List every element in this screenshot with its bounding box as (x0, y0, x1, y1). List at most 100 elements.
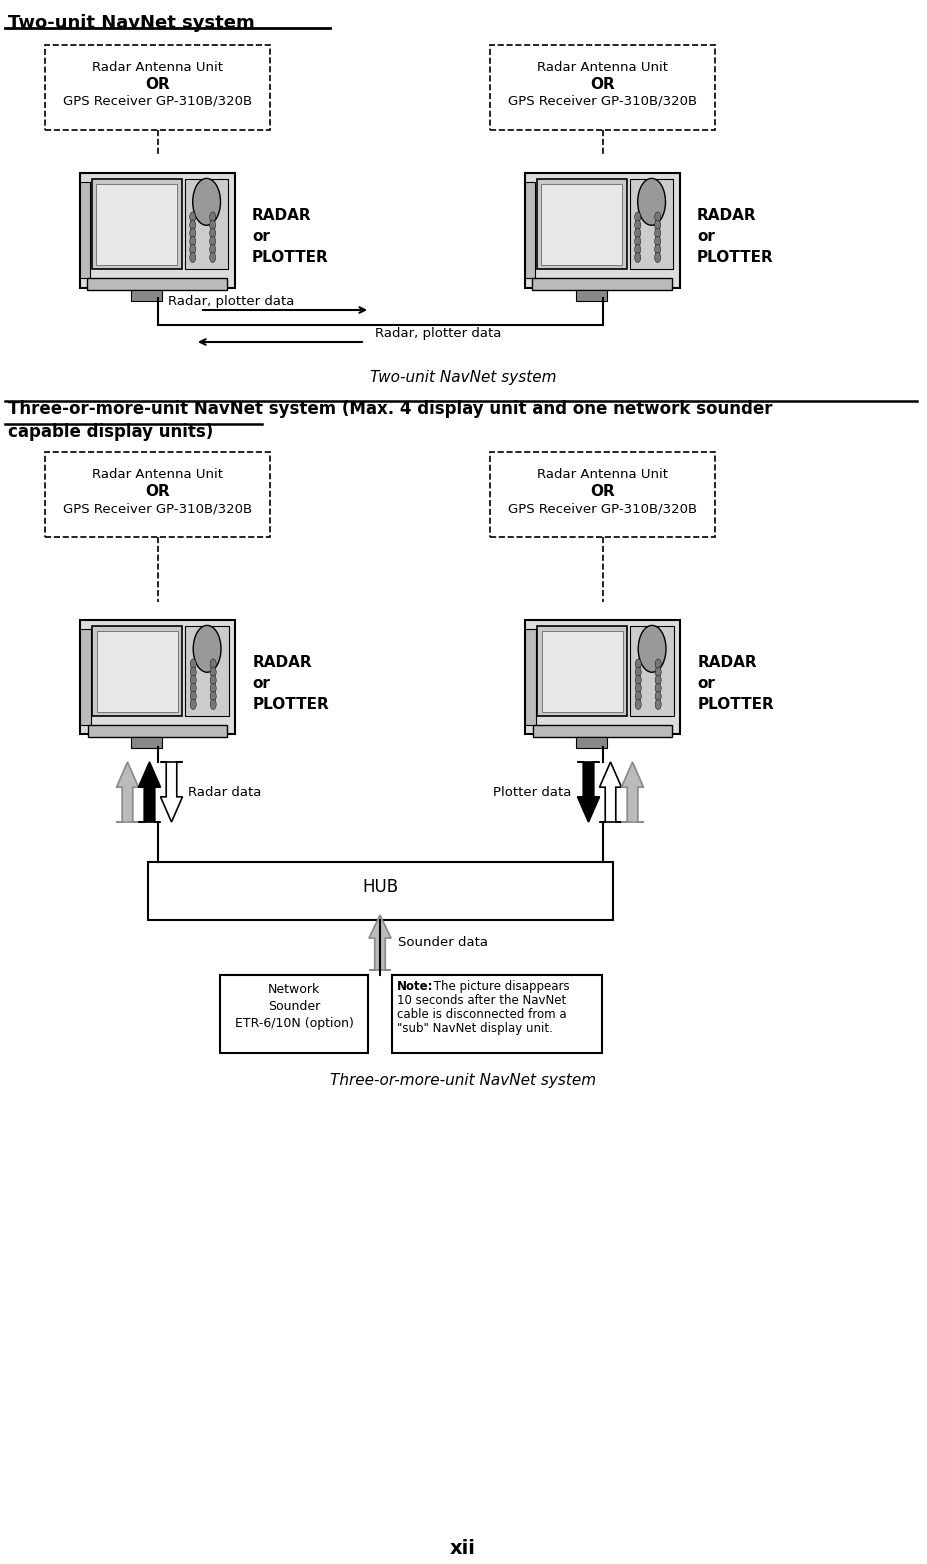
Bar (537, 180, 627, 269)
Bar (97, 630, 178, 712)
Circle shape (655, 666, 661, 677)
Bar (184, 180, 228, 269)
Text: RADAR
or
PLOTTER: RADAR or PLOTTER (697, 208, 774, 264)
Bar (532, 278, 672, 289)
Text: xii: xii (451, 1539, 476, 1558)
Bar (525, 619, 680, 735)
Bar (577, 737, 607, 748)
Circle shape (190, 213, 196, 222)
Circle shape (635, 699, 641, 710)
Circle shape (190, 221, 196, 230)
Bar (80, 619, 235, 735)
Bar (45, 452, 270, 536)
Circle shape (210, 699, 216, 710)
Circle shape (190, 244, 196, 255)
Text: RADAR
or
PLOTTER: RADAR or PLOTTER (697, 655, 774, 712)
Polygon shape (600, 762, 621, 823)
Circle shape (635, 252, 641, 263)
Text: GPS Receiver GP-310B/320B: GPS Receiver GP-310B/320B (508, 502, 697, 515)
Circle shape (190, 683, 197, 693)
Circle shape (635, 221, 641, 230)
Bar (538, 627, 628, 716)
Bar (80, 629, 91, 726)
Circle shape (654, 213, 661, 222)
Circle shape (190, 691, 197, 702)
Bar (80, 172, 235, 288)
Circle shape (654, 221, 661, 230)
Circle shape (210, 213, 216, 222)
Bar (630, 180, 673, 269)
Polygon shape (138, 762, 160, 823)
Circle shape (638, 178, 666, 225)
Bar (630, 627, 674, 716)
Bar (525, 629, 536, 726)
Circle shape (190, 666, 197, 677)
Circle shape (210, 221, 216, 230)
Circle shape (193, 626, 221, 673)
Circle shape (210, 676, 216, 685)
Text: OR: OR (590, 77, 615, 92)
Text: Note:: Note: (397, 981, 434, 993)
Bar (96, 185, 177, 264)
Circle shape (210, 666, 216, 677)
Circle shape (655, 699, 661, 710)
Bar (80, 181, 90, 278)
Bar (92, 180, 182, 269)
Circle shape (635, 236, 641, 247)
Circle shape (638, 626, 666, 673)
Bar (542, 630, 623, 712)
Circle shape (654, 228, 661, 238)
Bar (185, 627, 229, 716)
Polygon shape (578, 762, 600, 823)
Bar (88, 726, 227, 737)
Circle shape (654, 244, 661, 255)
Circle shape (654, 252, 661, 263)
Circle shape (635, 666, 641, 677)
Circle shape (635, 228, 641, 238)
Circle shape (190, 252, 196, 263)
Text: capable display units): capable display units) (8, 422, 213, 441)
Circle shape (635, 683, 641, 693)
Text: Three-or-more-unit NavNet system (Max. 4 display unit and one network sounder: Three-or-more-unit NavNet system (Max. 4… (8, 400, 772, 418)
Text: Network
Sounder
ETR-6/10N (option): Network Sounder ETR-6/10N (option) (235, 984, 353, 1031)
Circle shape (635, 691, 641, 702)
Circle shape (635, 244, 641, 255)
Circle shape (190, 699, 197, 710)
Text: Two-unit NavNet system: Two-unit NavNet system (370, 371, 556, 385)
Bar (525, 181, 536, 278)
Text: Radar Antenna Unit: Radar Antenna Unit (92, 468, 223, 482)
Text: OR: OR (146, 77, 170, 92)
Bar (147, 862, 613, 920)
Bar (392, 974, 602, 1053)
Bar (131, 737, 162, 748)
Text: GPS Receiver GP-310B/320B: GPS Receiver GP-310B/320B (63, 95, 252, 108)
Bar (490, 452, 715, 536)
Text: RADAR
or
PLOTTER: RADAR or PLOTTER (252, 208, 329, 264)
Circle shape (655, 658, 661, 669)
Circle shape (655, 691, 661, 702)
Bar (541, 185, 622, 264)
Text: The picture disappears: The picture disappears (430, 981, 569, 993)
Bar (45, 45, 270, 130)
Circle shape (635, 658, 641, 669)
Text: GPS Receiver GP-310B/320B: GPS Receiver GP-310B/320B (508, 95, 697, 108)
Text: Radar Antenna Unit: Radar Antenna Unit (92, 61, 223, 74)
Text: Radar Antenna Unit: Radar Antenna Unit (537, 61, 668, 74)
Circle shape (210, 683, 216, 693)
Circle shape (654, 236, 661, 247)
Bar (490, 45, 715, 130)
Text: GPS Receiver GP-310B/320B: GPS Receiver GP-310B/320B (63, 502, 252, 515)
Circle shape (190, 228, 196, 238)
Text: OR: OR (590, 483, 615, 499)
Bar (576, 289, 606, 302)
Circle shape (210, 691, 216, 702)
Text: Radar, plotter data: Radar, plotter data (375, 327, 502, 339)
Text: OR: OR (146, 483, 170, 499)
Circle shape (655, 676, 661, 685)
Polygon shape (369, 915, 391, 970)
Circle shape (210, 658, 216, 669)
Text: cable is disconnected from a: cable is disconnected from a (397, 1009, 566, 1021)
Text: "sub" NavNet display unit.: "sub" NavNet display unit. (397, 1021, 552, 1035)
Circle shape (190, 658, 197, 669)
Circle shape (210, 236, 216, 247)
